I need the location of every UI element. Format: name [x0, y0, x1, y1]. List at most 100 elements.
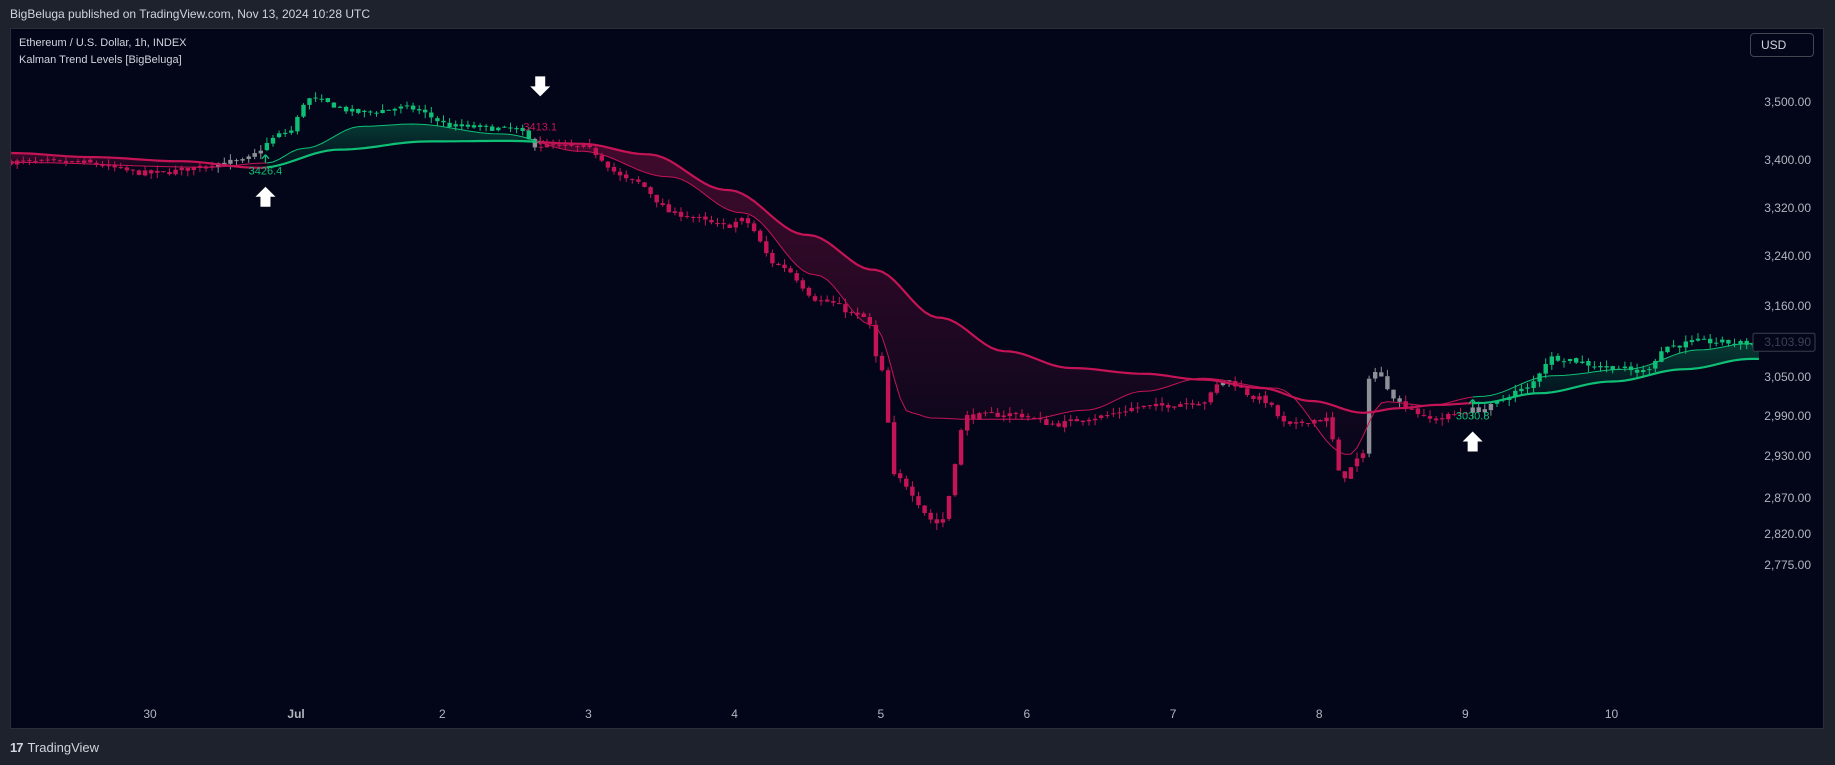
candle-body [246, 156, 251, 159]
candle-body [441, 120, 446, 123]
candle-body [149, 170, 154, 174]
candle-body [1044, 419, 1049, 425]
candle-body [849, 312, 854, 314]
candle-body [831, 301, 836, 303]
candle-body [800, 280, 805, 289]
candle-body [812, 296, 818, 301]
candle-body [1574, 358, 1579, 363]
candle-body [1543, 364, 1548, 374]
publish-info: BigBeluga published on TradingView.com, … [10, 7, 371, 21]
candle-body [575, 146, 580, 148]
time-tick-label: 5 [877, 707, 884, 721]
candle-body [977, 413, 982, 420]
candle-body [325, 98, 330, 102]
candle-body [1129, 407, 1134, 412]
candle-body [1214, 384, 1220, 393]
last-price-badge [1752, 332, 1816, 352]
candle-body [51, 159, 56, 161]
candle-body [940, 519, 946, 523]
candle-body [362, 110, 367, 112]
candle-body [1415, 408, 1421, 414]
candle-body [879, 355, 885, 371]
candle-body [764, 241, 769, 254]
candle-body [587, 144, 592, 148]
candle-body [1166, 405, 1171, 408]
candle-body [496, 127, 501, 131]
candle-body [1580, 361, 1585, 363]
candle-body [1641, 370, 1646, 373]
candle-body [1586, 361, 1591, 366]
candle-body [1269, 402, 1274, 405]
chart-legend: Ethereum / U.S. Dollar, 1h, INDEX Kalman… [19, 35, 187, 69]
candle-body [538, 146, 544, 148]
candle-body [130, 169, 136, 171]
candle-body [630, 178, 635, 180]
candle-body [368, 111, 373, 113]
candle-body [240, 159, 245, 161]
candle-body [1348, 467, 1354, 479]
candle-body [155, 170, 160, 173]
price-tick-label: 3,500.00 [1764, 95, 1811, 109]
candle-body [1726, 339, 1731, 344]
candle-body [636, 179, 641, 182]
candle-body [94, 162, 99, 165]
candle-body [57, 160, 63, 162]
sell-signal-icon [530, 76, 551, 97]
candle-body [63, 160, 69, 163]
candle-body [1604, 366, 1609, 368]
candle-body [1561, 361, 1567, 363]
price-tick-label: 2,775.00 [1764, 558, 1811, 572]
candle-body [1525, 387, 1530, 389]
candle-body [1476, 407, 1481, 412]
time-tick-label: 4 [731, 707, 738, 721]
candle-body [1208, 392, 1213, 403]
candle-body [136, 170, 142, 175]
candle-body [1409, 408, 1414, 410]
candle-body [958, 430, 964, 465]
kalman-trend-line [11, 151, 267, 169]
candle-body [471, 125, 477, 128]
candle-body [429, 112, 434, 118]
candle-body [1647, 369, 1652, 371]
candle-body [1111, 413, 1116, 415]
candle-body [611, 167, 617, 172]
chart-panel[interactable]: 3426.4 3413.1 3030.8 3,500.00 3,400.00 3,320… [10, 28, 1824, 729]
candle-body [410, 105, 416, 110]
candle-body [100, 164, 105, 167]
candle-body [1141, 405, 1146, 408]
candle-body [112, 164, 117, 168]
candle-body [142, 170, 148, 176]
candle-body [118, 167, 123, 169]
candle-body [770, 253, 775, 264]
candle-body [1019, 413, 1025, 418]
candle-body [1549, 356, 1554, 365]
candle-body [270, 137, 276, 144]
candle-body [106, 164, 111, 167]
candle-body [1567, 359, 1573, 361]
time-axis: 30 Jul 2 3 4 5 6 7 8 9 10 [143, 707, 1618, 721]
indicator-label: Kalman Trend Levels [BigBeluga] [19, 54, 182, 66]
candle-body [514, 128, 519, 130]
price-axis: 3,500.00 3,400.00 3,320.00 3,240.00 3,160.00… [1752, 95, 1816, 572]
candle-body [1677, 345, 1682, 348]
candle-body [557, 144, 562, 146]
bull-arrow-marker [261, 154, 270, 163]
candle-body [258, 150, 263, 154]
candle-body [179, 167, 184, 171]
candle-body [1622, 366, 1628, 368]
candle-body [891, 422, 897, 475]
tradingview-logo[interactable]: 17 TradingView [10, 740, 99, 755]
candle-body [684, 216, 690, 218]
candle-body [569, 144, 574, 146]
candle-body [1287, 421, 1293, 424]
candle-body [1001, 415, 1006, 417]
candle-body [971, 414, 976, 419]
price-tick-label: 3,050.00 [1764, 370, 1811, 384]
candle-body [33, 160, 38, 162]
candle-body [526, 130, 531, 140]
candle-body [520, 128, 525, 131]
candle-body [1598, 366, 1603, 368]
candlestick-chart[interactable]: 3426.4 3413.1 3030.8 3,500.00 3,400.00 3,320… [11, 29, 1823, 728]
candle-body [1738, 341, 1743, 345]
currency-button[interactable]: USD [1750, 33, 1814, 57]
